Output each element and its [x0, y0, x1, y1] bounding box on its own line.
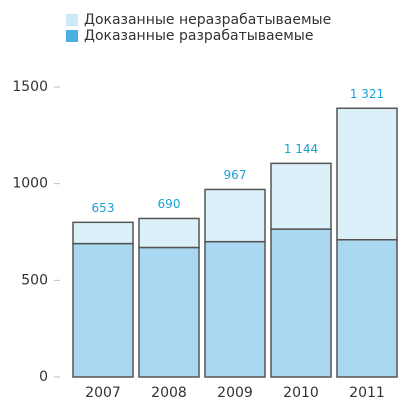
x-tick-label: 2008 [151, 385, 187, 401]
value-label: 1 144 [284, 142, 318, 156]
bar-segment [270, 162, 332, 230]
bar-segment [138, 246, 200, 378]
x-tick-label: 2010 [283, 385, 319, 401]
bar-segment [138, 217, 200, 249]
legend-label: Доказанные разрабатываемые [84, 28, 313, 44]
value-label: 1 321 [350, 87, 384, 101]
y-tick-label: 1500 [12, 79, 48, 95]
bar-segment [72, 221, 134, 245]
y-tick-label: 1000 [12, 176, 48, 192]
x-tick-label: 2011 [349, 385, 385, 401]
value-label: 653 [92, 201, 115, 215]
x-tick-label: 2009 [217, 385, 253, 401]
bar-segment [270, 228, 332, 378]
legend-swatch [66, 30, 78, 42]
bar-segment [204, 240, 266, 378]
bar-segment [336, 107, 398, 241]
value-label: 967 [224, 168, 247, 182]
x-tick-label: 2007 [85, 385, 121, 401]
legend-label: Доказанные неразрабатываемые [84, 12, 331, 28]
bar-segment [336, 238, 398, 378]
bar-segment [204, 188, 266, 243]
bar-segment [72, 242, 134, 378]
value-label: 690 [158, 197, 181, 211]
legend-swatch [66, 14, 78, 26]
y-tick-label: 0 [39, 369, 48, 385]
y-tick-label: 500 [21, 272, 48, 288]
